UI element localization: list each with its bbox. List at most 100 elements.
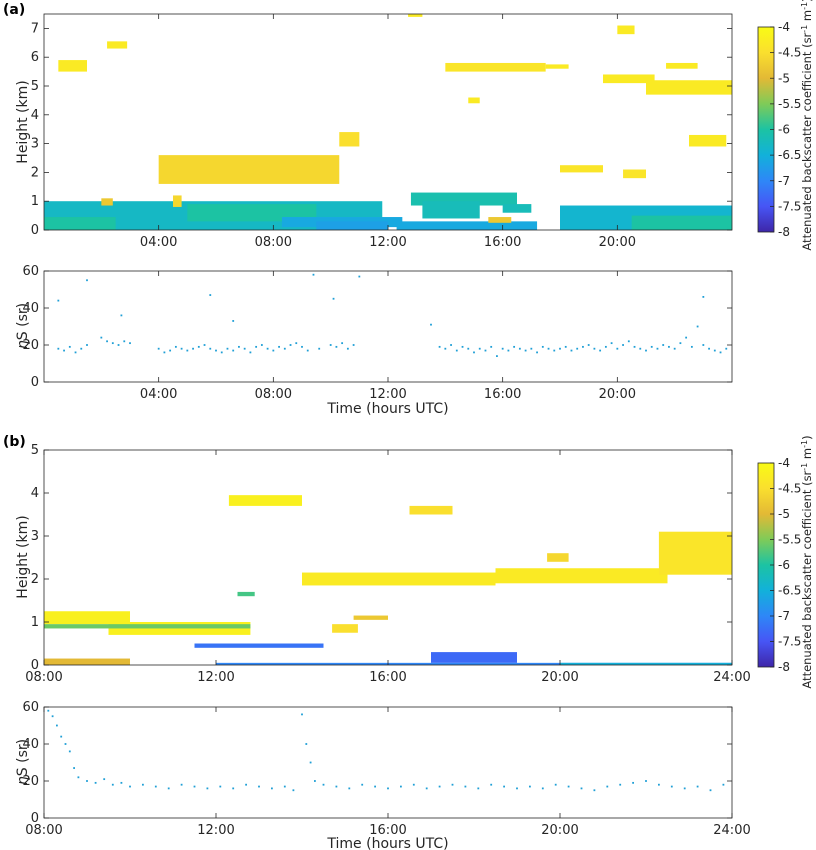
a-etaS-point: [564, 345, 567, 348]
a-etaS-point: [622, 344, 624, 346]
y-tick-label: 7: [31, 21, 39, 36]
b-etaS-point: [606, 785, 609, 788]
b-etaS-point: [335, 785, 338, 788]
a-etaS-point: [68, 345, 71, 348]
b-etaS-point: [120, 781, 123, 784]
a-etaS-point: [685, 336, 688, 339]
panel-b-etaS-ylabel: ηS (sr): [15, 739, 31, 785]
x-tick-label: 16:00: [369, 823, 406, 838]
a-etaS-point: [295, 342, 298, 345]
a-etaS-frame: [43, 270, 733, 383]
b-etaS-point: [111, 783, 114, 786]
b-etaS-point: [142, 783, 144, 786]
panel-b-etaS-label-text: S (sr): [15, 739, 31, 776]
a-backscatter-region-27: [468, 97, 480, 104]
a-etaS-point: [232, 349, 235, 352]
a-etaS-point: [129, 342, 131, 345]
a-etaS-point: [80, 347, 83, 350]
cb-b-label-close: ): [800, 435, 814, 440]
colorbar-tick-label: -7: [778, 174, 790, 188]
a-etaS-point: [484, 349, 487, 352]
b-backscatter-marks: [44, 495, 732, 665]
a-etaS-point: [679, 342, 682, 345]
y-tick-label: 0: [31, 375, 39, 390]
b-etaS-point: [86, 780, 88, 782]
a-etaS-point: [157, 347, 160, 350]
a-backscatter-region-3: [101, 198, 113, 206]
b-etaS-point: [722, 783, 725, 786]
a-etaS-point: [318, 347, 321, 350]
a-etaS-point: [255, 345, 258, 348]
a-etaS-point: [518, 347, 521, 350]
a-etaS-point: [490, 345, 493, 348]
a-backscatter-region-21: [646, 80, 732, 95]
b-backscatter-region-5: [495, 568, 668, 584]
a-etaS-point: [639, 347, 642, 350]
a-etaS-point: [713, 349, 716, 352]
panel-b-colorbar-label: Attenuated backscatter coefficient (sr-1…: [800, 435, 814, 688]
a-etaS-point: [203, 344, 206, 346]
b-etaS-point: [51, 715, 54, 718]
b-etaS-point: [283, 785, 286, 788]
panel-a-etaS-plot: 04:00 08:00 12:00 16:00 20:00 0 20 40 60: [22, 264, 733, 402]
colorbar-tick-label: -6.5: [778, 584, 801, 598]
b-etaS-point: [529, 785, 531, 788]
a-backscatter-region-26: [689, 134, 727, 147]
a-etaS-point: [106, 340, 108, 343]
b-etaS-point: [554, 783, 557, 786]
a-etaS-point: [438, 345, 441, 348]
a-backscatter-region-18: [445, 62, 546, 72]
b-etaS-point: [314, 780, 316, 782]
b-etaS-point: [503, 785, 505, 788]
cb-a-label-close: ): [800, 0, 814, 2]
a-etaS-point: [610, 342, 613, 345]
panel-a-etaS-label-text: S (sr): [15, 303, 31, 340]
a-backscatter-marks: [44, 14, 732, 230]
y-tick-label: 6: [31, 50, 39, 65]
a-backscatter-region-14: [158, 155, 340, 184]
y-tick-label: 20: [22, 774, 39, 789]
colorbar-tick-label: -4: [778, 20, 790, 34]
b-backscatter-region-10: [547, 553, 569, 562]
b-etaS-point: [580, 787, 583, 790]
b-etaS-point: [193, 785, 196, 788]
a-etaS-point: [197, 345, 200, 348]
a-etaS-point: [111, 342, 114, 345]
b-backscatter-region-6: [658, 531, 732, 575]
a-etaS-point: [238, 345, 240, 348]
x-tick-label: 20:00: [541, 670, 578, 685]
b-backscatter-region-4: [302, 572, 496, 586]
a-etaS-point: [329, 344, 332, 346]
b-etaS-point: [670, 785, 673, 788]
a-etaS-point: [547, 347, 550, 350]
panel-b-colorbar: -4 -4.5 -5 -5.5 -6 -6.5 -7 -7.5 -8: [757, 456, 801, 674]
a-etaS-point: [633, 345, 636, 348]
a-etaS-point: [455, 349, 458, 352]
panel-b-height-ylabel: Height (km): [15, 515, 31, 598]
a-backscatter-region-22: [666, 62, 698, 69]
b-etaS-point: [387, 787, 389, 790]
a-etaS-point: [123, 340, 126, 343]
a-etaS-point: [599, 349, 602, 352]
a-etaS-point: [120, 314, 123, 317]
panel-a-xlabel: Time (hours UTC): [326, 401, 448, 417]
panel-a-height-ylabel: Height (km): [15, 80, 31, 163]
a-backscatter-region-10: [488, 217, 512, 223]
a-etaS-point: [209, 347, 212, 350]
a-etaS-point: [513, 345, 516, 348]
b-etaS-point: [593, 789, 596, 792]
a-etaS-point: [461, 345, 464, 348]
a-backscatter-region-1: [44, 217, 116, 230]
x-tick-label: 08:00: [255, 235, 292, 250]
colorbar-tick-label: -6: [778, 123, 790, 137]
a-etaS-point: [536, 351, 538, 354]
x-tick-label: 12:00: [197, 670, 234, 685]
b-etaS-point: [180, 783, 183, 786]
colorbar-tick-label: -4.5: [778, 46, 801, 60]
panel-b-etaS-plot: 08:00 12:00 16:00 20:00 24:00 0 20 40 60: [22, 700, 750, 838]
b-etaS-point: [94, 781, 97, 784]
b-etaS-point: [64, 743, 67, 745]
a-etaS-point: [702, 344, 705, 346]
a-etaS-point: [249, 351, 252, 354]
b-etaS-point: [219, 785, 222, 788]
